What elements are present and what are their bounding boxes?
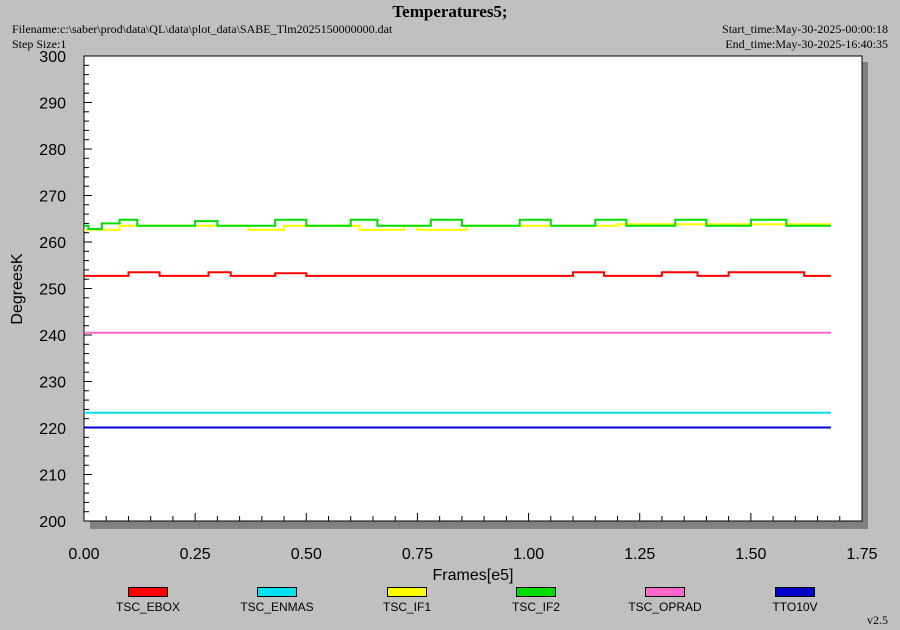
- chart-title: Temperatures5;: [392, 2, 508, 21]
- x-tick-label: 1.50: [735, 546, 766, 563]
- legend-swatch: [775, 587, 815, 597]
- series-line-tsc-if2: [84, 218, 831, 230]
- x-tick-label: 0.50: [291, 546, 322, 563]
- legend-label: TSC_OPRAD: [628, 600, 702, 614]
- legend-swatch: [387, 587, 427, 597]
- legend-swatch: [128, 587, 168, 597]
- x-tick-label: 1.75: [846, 546, 877, 563]
- y-tick-label: 220: [39, 421, 66, 438]
- y-tick-label: 290: [39, 96, 66, 113]
- x-tick-label: 1.25: [624, 546, 655, 563]
- version-label: v2.5: [867, 613, 888, 627]
- legend-swatch: [257, 587, 297, 597]
- x-axis-ticks: 0.00 0.25 0.50 0.75 1.00 1.25 1.50 1.75: [68, 513, 878, 563]
- y-tick-label: 240: [39, 328, 66, 345]
- y-tick-label: 280: [39, 142, 66, 159]
- y-tick-label: 270: [39, 189, 66, 206]
- x-tick-label: 0.25: [180, 546, 211, 563]
- start-time-label: Start_time:May-30-2025-00:00:18: [722, 22, 888, 36]
- legend-label: TSC_IF2: [511, 600, 560, 614]
- end-time-label: End_time:May-30-2025-16:40:35: [725, 37, 888, 51]
- legend-swatch: [645, 587, 685, 597]
- x-tick-label: 0.75: [402, 546, 433, 563]
- x-tick-label: 0.00: [68, 546, 99, 563]
- series-line-tsc-ebox: [84, 271, 831, 277]
- y-axis-ticks: 200 210 220 230 240 250 260 270 280 290 300: [39, 49, 92, 531]
- legend-item-tsc-ebox: TSC_EBOX: [88, 587, 208, 614]
- x-tick-label: 1.00: [513, 546, 544, 563]
- legend-item-tsc-enmas: TSC_ENMAS: [217, 587, 337, 614]
- filename-label: Filename:c:\saber\prod\data\QL\data\plot…: [12, 22, 393, 36]
- legend-label: TSC_ENMAS: [240, 600, 314, 614]
- y-tick-label: 250: [39, 282, 66, 299]
- legend-label: TSC_IF1: [382, 600, 431, 614]
- y-tick-label: 260: [39, 235, 66, 252]
- legend-item-tsc-if1: TSC_IF1: [347, 587, 467, 614]
- step-size-label: Step Size:1: [12, 37, 67, 51]
- legend-swatch: [516, 587, 556, 597]
- legend-item-tto10v: TTO10V: [735, 587, 855, 614]
- plot-area: [83, 55, 863, 522]
- legend-item-tsc-oprad: TSC_OPRAD: [605, 587, 725, 614]
- legend-item-tsc-if2: TSC_IF2: [476, 587, 596, 614]
- y-tick-label: 230: [39, 375, 66, 392]
- y-tick-label: 200: [39, 514, 66, 531]
- series-layer: [84, 218, 831, 429]
- y-tick-label: 300: [39, 49, 66, 66]
- y-axis-label: DegreesK: [9, 253, 26, 324]
- x-axis-label: Frames[e5]: [433, 567, 514, 584]
- y-tick-label: 210: [39, 468, 66, 485]
- legend-label: TTO10V: [772, 600, 818, 614]
- legend-label: TSC_EBOX: [115, 600, 181, 614]
